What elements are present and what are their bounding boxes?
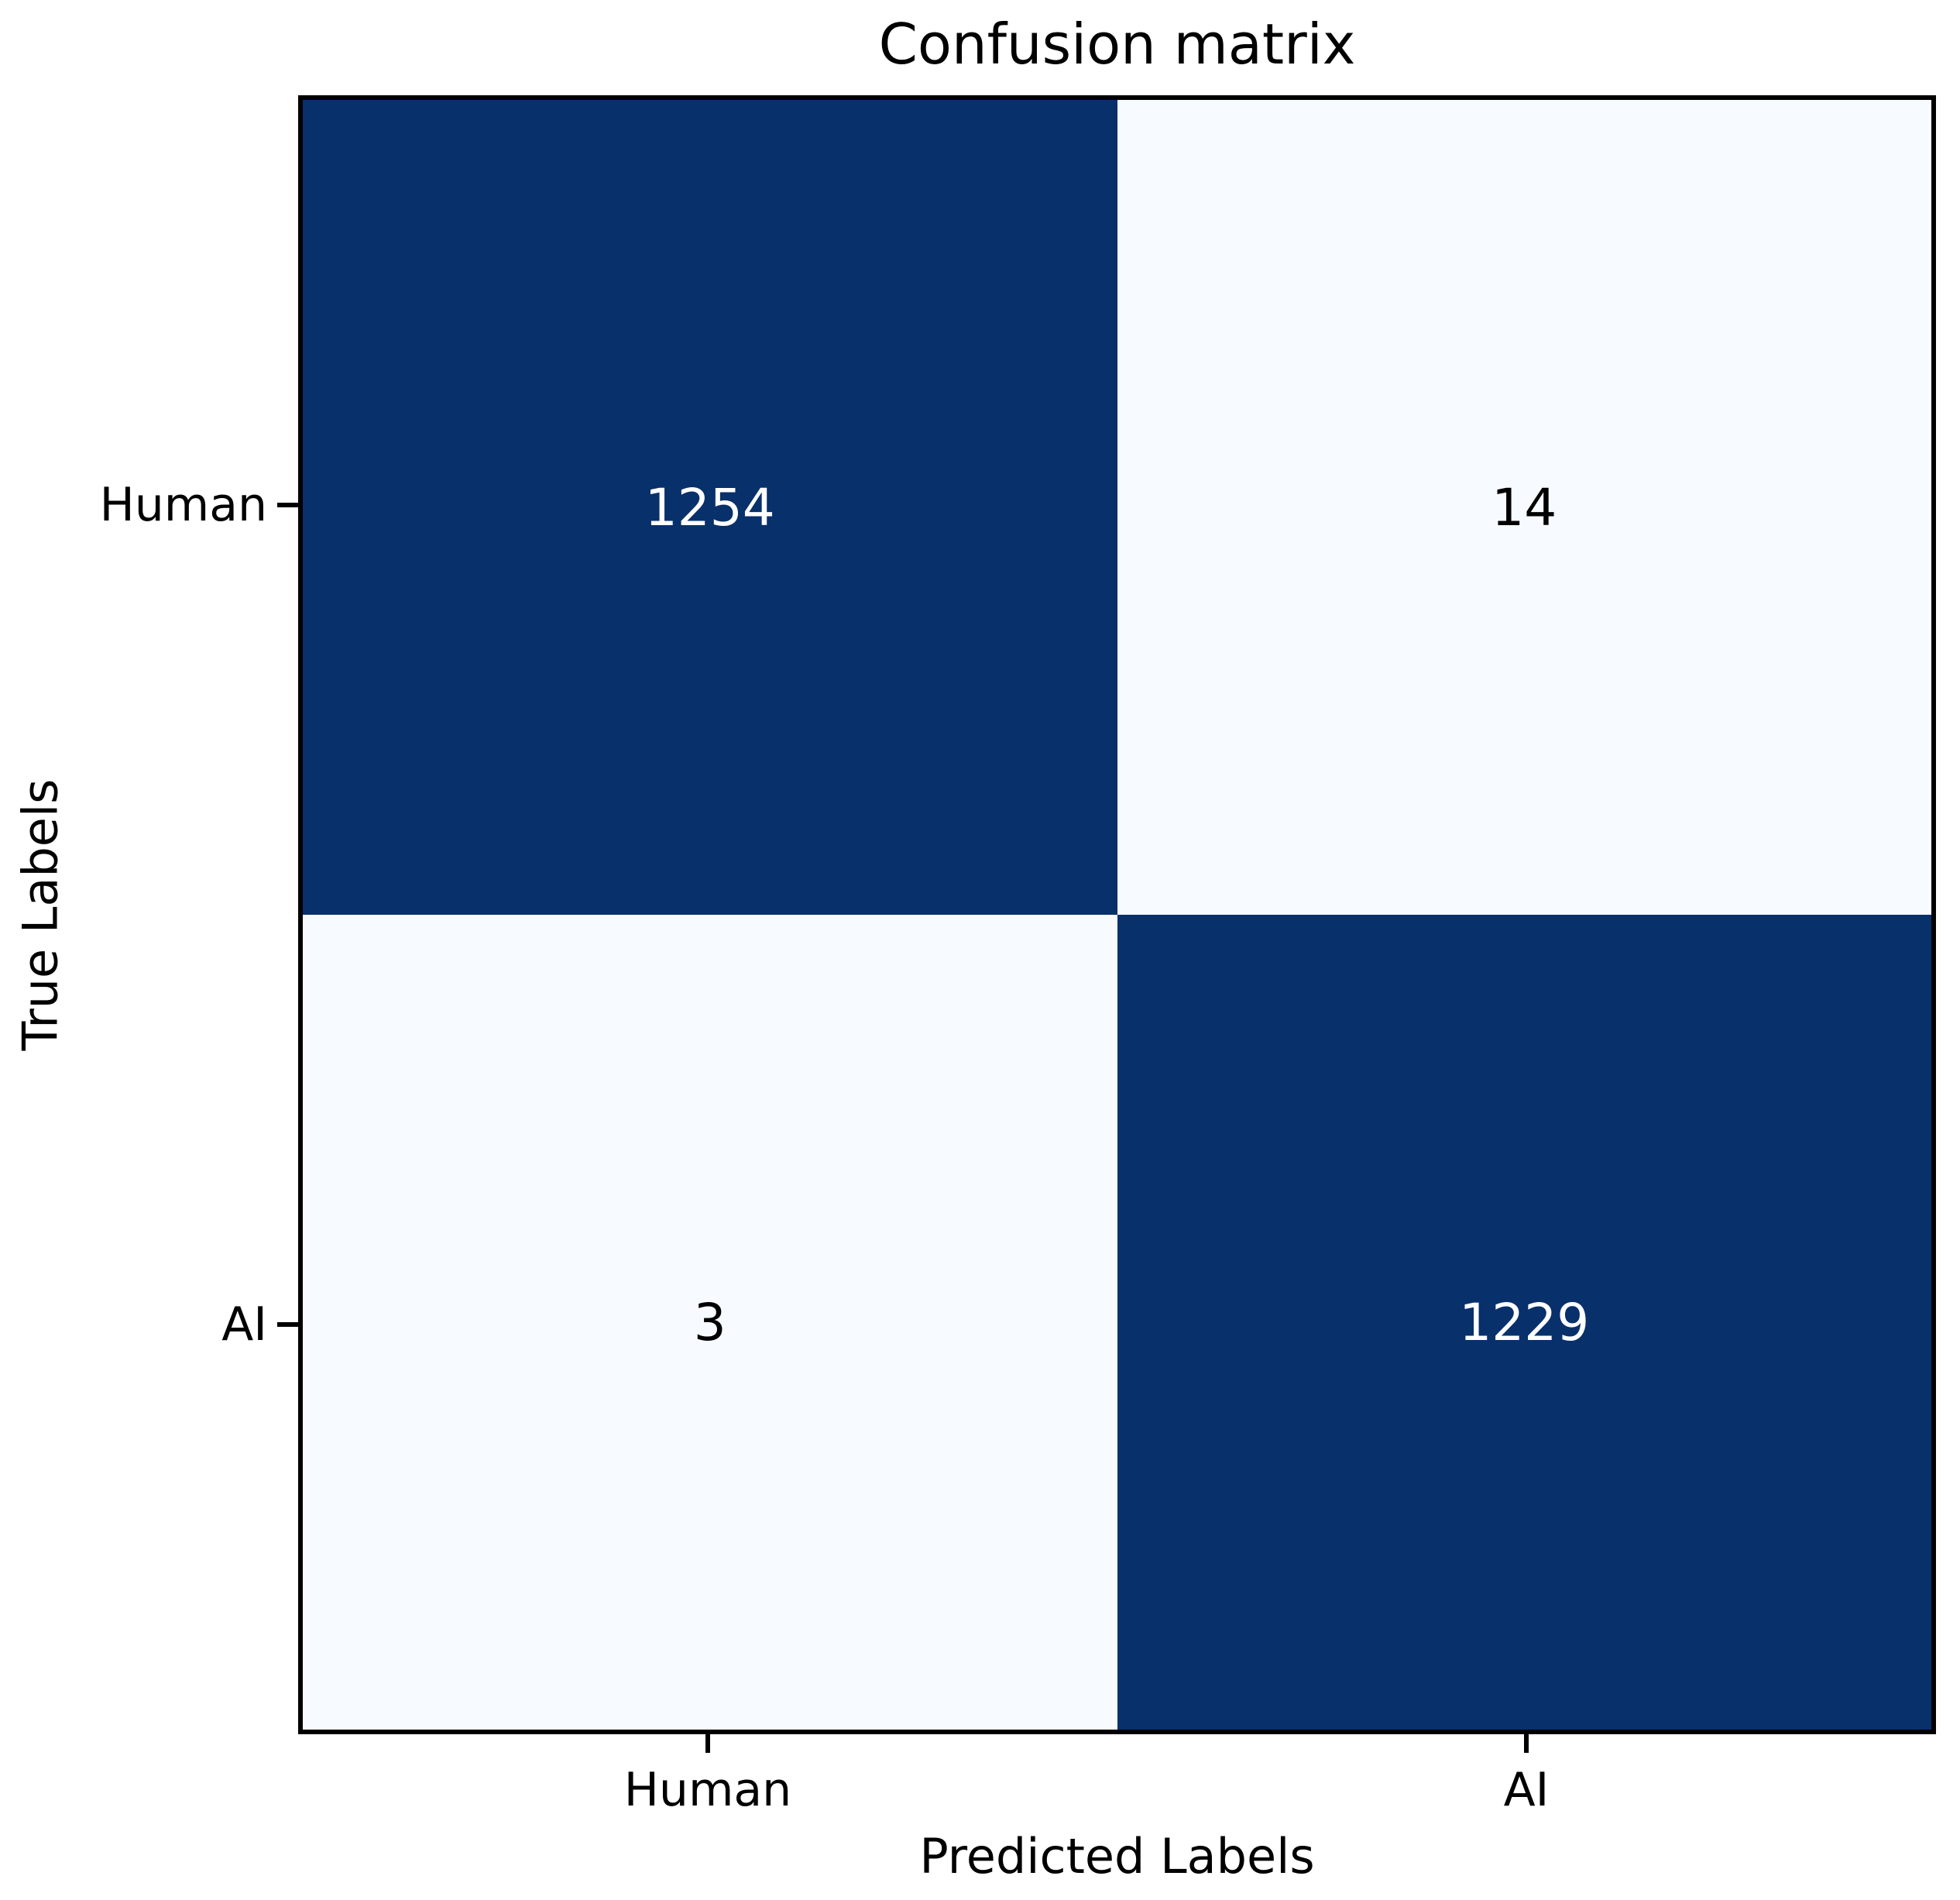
y-tick-label-ai: AI xyxy=(221,1297,267,1352)
heatmap-plot-area: 1254 14 3 1229 xyxy=(298,95,1936,1734)
y-tick-mark xyxy=(277,503,298,507)
x-tick-label-ai: AI xyxy=(1503,1763,1550,1817)
x-tick-mark xyxy=(1524,1734,1529,1753)
x-tick-label-human: Human xyxy=(623,1763,792,1817)
matrix-cell-true-ai-pred-ai: 1229 xyxy=(1117,915,1931,1730)
x-tick-mark xyxy=(705,1734,710,1753)
y-tick-label-human: Human xyxy=(99,478,267,532)
y-tick-mark xyxy=(277,1322,298,1327)
matrix-cell-true-human-pred-human: 1254 xyxy=(303,100,1117,915)
y-axis-label: True Labels xyxy=(12,778,69,1051)
x-axis-label: Predicted Labels xyxy=(919,1828,1315,1885)
matrix-cell-true-human-pred-ai: 14 xyxy=(1117,100,1931,915)
matrix-cell-true-ai-pred-human: 3 xyxy=(303,915,1117,1730)
chart-title: Confusion matrix xyxy=(878,12,1356,77)
